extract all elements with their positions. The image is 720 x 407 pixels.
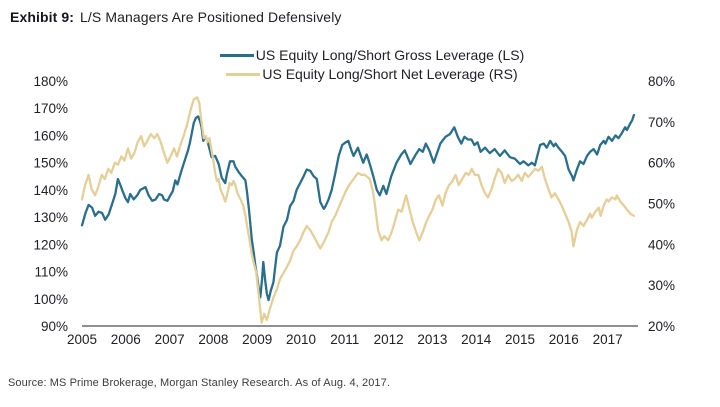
x-axis-year-label: 2017 xyxy=(593,332,623,347)
x-axis-year-label: 2014 xyxy=(461,332,492,347)
x-axis-year-label: 2016 xyxy=(549,332,579,347)
y-right-tick-label: 30% xyxy=(648,278,675,293)
y-left-tick-label: 90% xyxy=(41,319,68,334)
gross-leverage-line-swatch xyxy=(219,53,254,57)
x-axis-year-label: 2005 xyxy=(67,332,97,347)
net-leverage-line-swatch xyxy=(226,72,261,76)
y-left-tick-label: 160% xyxy=(33,128,68,143)
y-left-tick-label: 130% xyxy=(33,210,68,225)
y-left-tick-label: 110% xyxy=(34,265,68,280)
x-axis-year-label: 2015 xyxy=(505,332,535,347)
x-axis-year-label: 2011 xyxy=(330,332,359,347)
source-note: Source: MS Prime Brokerage, Morgan Stanl… xyxy=(8,377,391,389)
legend-label-net: US Equity Long/Short Net Leverage (RS) xyxy=(262,66,518,82)
x-axis-year-label: 2009 xyxy=(242,332,272,347)
y-right-tick-label: 60% xyxy=(648,156,675,171)
x-axis-year-label: 2013 xyxy=(417,332,447,347)
gross-leverage-line xyxy=(80,113,636,302)
y-right-tick-label: 70% xyxy=(648,115,675,130)
y-right-tick-label: 80% xyxy=(648,74,675,89)
legend-item-gross-leverage: US Equity Long/Short Gross Leverage (LS) xyxy=(219,47,525,63)
y-left-tick-label: 140% xyxy=(33,183,68,198)
x-axis-year-label: 2012 xyxy=(374,332,404,347)
y-right-tick-label: 20% xyxy=(648,319,675,334)
y-left-tick-label: 180% xyxy=(33,74,68,89)
x-axis-year-label: 2007 xyxy=(155,332,185,347)
title-prefix: Exhibit 9: xyxy=(10,9,75,25)
chart-legend: US Equity Long/Short Gross Leverage (LS)… xyxy=(12,47,720,82)
y-left-tick-label: 170% xyxy=(33,101,68,116)
net-leverage-line xyxy=(80,96,636,324)
x-axis-year-label: 2008 xyxy=(198,332,228,347)
x-axis-year-label: 2010 xyxy=(286,332,316,347)
y-left-tick-label: 100% xyxy=(33,292,68,307)
y-left-tick-label: 120% xyxy=(33,237,68,252)
legend-item-net-leverage: US Equity Long/Short Net Leverage (RS) xyxy=(226,66,518,82)
page-title: Exhibit 9: L/S Managers Are Positioned De… xyxy=(10,9,342,25)
x-axis-year-label: 2006 xyxy=(111,332,141,347)
legend-label-gross: US Equity Long/Short Gross Leverage (LS) xyxy=(255,47,525,63)
y-right-tick-label: 40% xyxy=(648,237,675,252)
y-right-tick-label: 50% xyxy=(648,197,675,212)
title-text: L/S Managers Are Positioned Defensively xyxy=(80,9,342,25)
y-left-tick-label: 150% xyxy=(33,156,68,171)
